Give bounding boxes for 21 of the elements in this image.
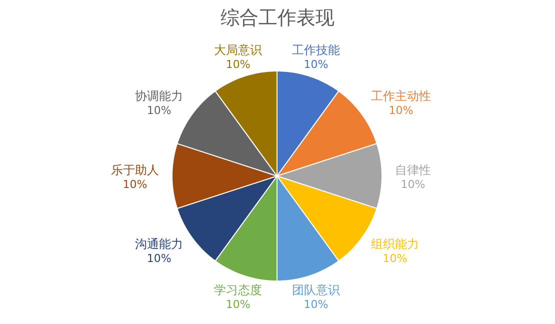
data-label: 10% <box>226 298 250 311</box>
data-label: 10% <box>226 58 250 72</box>
data-label: 10% <box>400 178 426 191</box>
slice-label: 工作主动性 <box>370 88 431 103</box>
data-label: 10% <box>146 252 172 266</box>
slice-label: 乐于助人 <box>111 163 159 177</box>
slice-label: 工作技能 <box>292 43 340 58</box>
slice-label: 组织能力 <box>370 237 419 252</box>
slice-label: 大局意识 <box>214 43 262 58</box>
slice-label: 沟通能力 <box>135 237 184 252</box>
data-label: 10% <box>122 178 148 191</box>
slice-label: 团队意识 <box>292 282 340 297</box>
data-label: 10% <box>146 104 172 117</box>
data-label: 10% <box>304 298 328 311</box>
slice-label: 协调能力 <box>135 88 184 103</box>
slice-label: 自律性 <box>395 163 431 177</box>
slice-label: 学习态度 <box>214 282 262 297</box>
chart-title: 综合工作表现 <box>220 7 334 29</box>
data-label: 10% <box>304 58 328 72</box>
data-label: 10% <box>382 252 408 266</box>
data-label: 10% <box>388 104 414 117</box>
